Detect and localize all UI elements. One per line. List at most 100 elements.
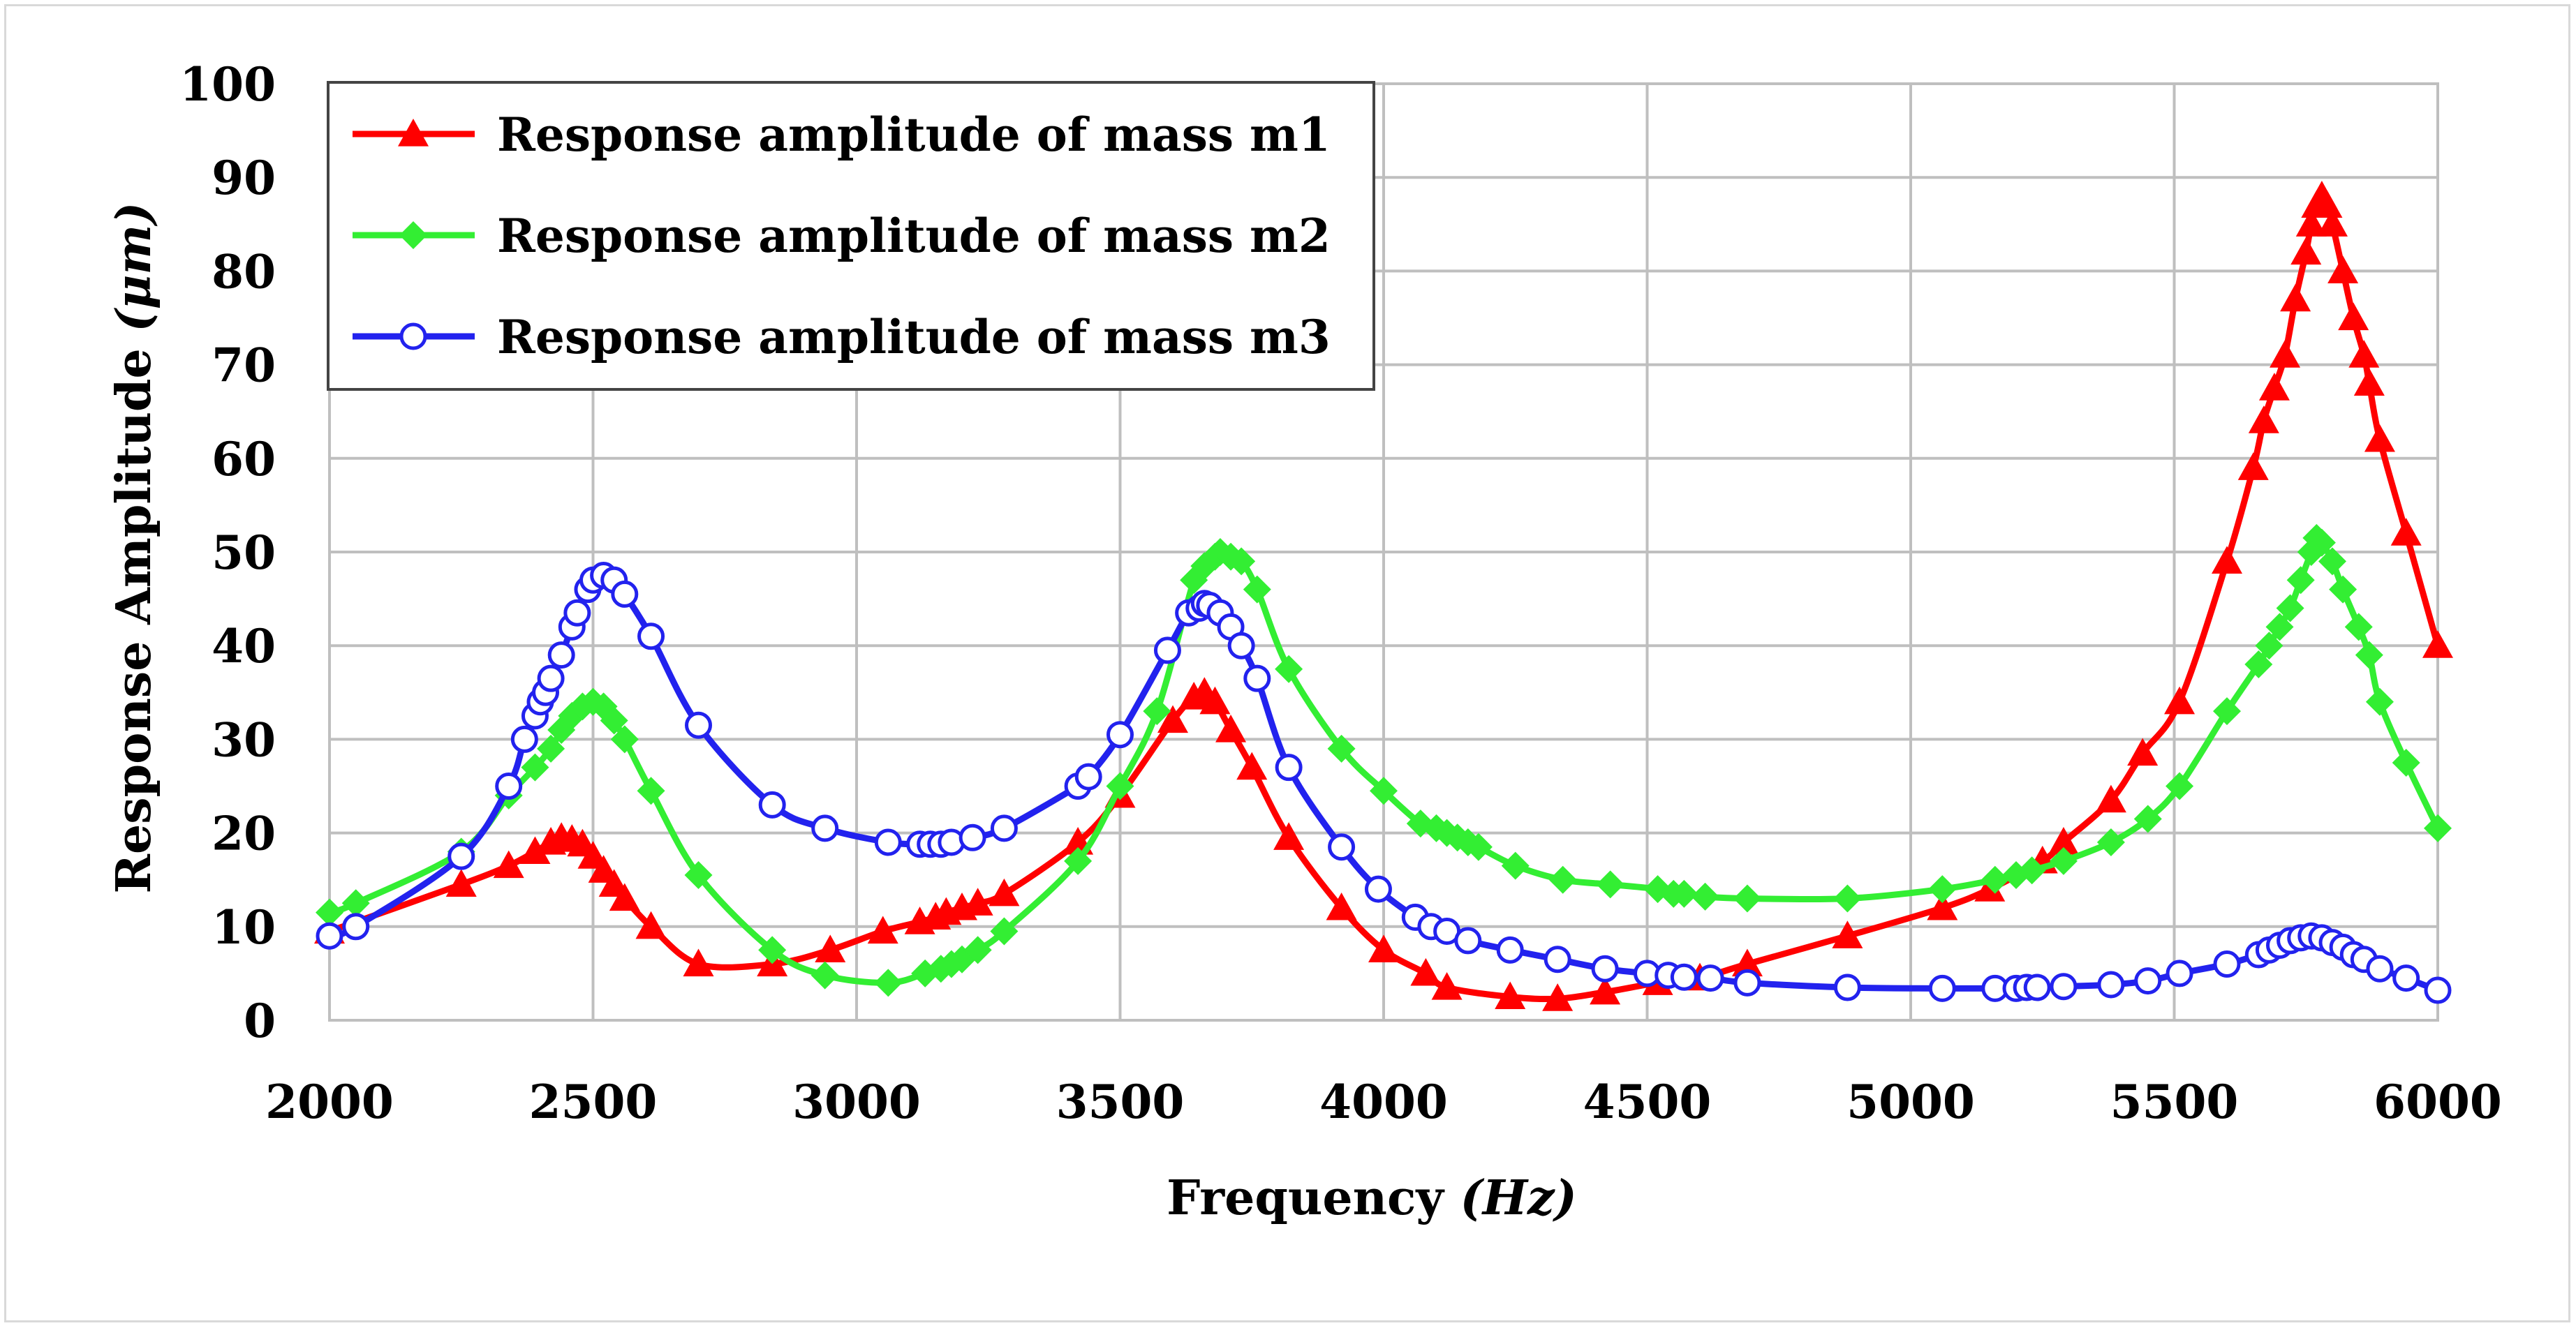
data-point-m3: [1243, 664, 1271, 692]
data-point-m1: [1157, 705, 1188, 733]
data-point-m3: [1106, 721, 1134, 749]
data-point-m1: [989, 878, 1020, 907]
data-point-m2: [637, 777, 665, 805]
data-point-m3: [2023, 973, 2051, 1001]
data-point-m3: [874, 828, 902, 856]
data-point-m1: [1273, 822, 1305, 850]
data-point-m3: [316, 922, 343, 950]
data-point-m2: [2392, 748, 2420, 777]
plot-area: [328, 82, 2439, 1022]
data-point-m1: [2422, 630, 2453, 658]
data-point-m2: [2244, 650, 2273, 679]
data-point-m2: [1406, 810, 1435, 838]
data-point-m2: [1227, 547, 1256, 576]
y-tick-label: 100: [179, 57, 276, 112]
data-point-m3: [537, 664, 565, 692]
data-point-m1: [1215, 714, 1247, 743]
legend-marker-m3: [399, 322, 427, 350]
series-layer: [314, 181, 2453, 1011]
data-point-m3: [1696, 964, 1724, 992]
data-point-m1: [2327, 255, 2359, 283]
data-point-m2: [1106, 772, 1134, 800]
data-point-m2: [2344, 613, 2373, 641]
data-point-m3: [1364, 875, 1392, 903]
data-point-m2: [810, 961, 839, 990]
y-tick-label: 0: [244, 994, 276, 1048]
data-point-m3: [547, 641, 575, 669]
data-point-m2: [963, 936, 992, 964]
x-axis-label: Frequency (Hz): [1167, 1170, 1577, 1226]
data-point-m1: [1410, 957, 1442, 986]
data-point-m1: [2353, 368, 2385, 396]
data-point-m3: [1591, 955, 1619, 983]
legend: Response amplitude of mass m1 Response am…: [327, 81, 1375, 391]
data-point-m1: [2095, 784, 2126, 813]
data-point-m2: [2265, 613, 2294, 641]
data-point-m1: [1731, 948, 1763, 977]
legend-entry-m2: Response amplitude of mass m2: [353, 209, 1331, 263]
data-point-m1: [683, 948, 714, 977]
data-point-m2: [2329, 575, 2357, 604]
data-point-m2: [2049, 846, 2078, 875]
data-point-m2: [874, 969, 903, 997]
data-point-m2: [1243, 575, 1271, 604]
data-point-m3: [510, 725, 538, 753]
data-point-m3: [2392, 964, 2420, 992]
data-point-m3: [958, 823, 986, 851]
data-point-m1: [2270, 340, 2301, 368]
data-point-m2: [341, 889, 370, 918]
data-point-m2: [537, 734, 565, 763]
data-point-m1: [2127, 738, 2159, 766]
x-tick-labels: 2000 2500 3000 3500 4000 4500 5000 5500 6000: [265, 1075, 2502, 1129]
y-tick-label: 30: [212, 713, 276, 767]
data-point-m3: [990, 814, 1018, 842]
data-point-m3: [1275, 754, 1303, 782]
data-point-m3: [2134, 967, 2162, 995]
data-point-m1: [2248, 405, 2279, 433]
data-point-m3: [563, 599, 591, 627]
x-tick-label: 6000: [2374, 1075, 2502, 1129]
data-point-m3: [1928, 974, 1956, 1002]
data-point-m3: [447, 842, 475, 870]
legend-label-m1: Response amplitude of mass m1: [497, 107, 1331, 162]
data-point-m2: [2096, 828, 2125, 857]
data-point-m1: [1368, 934, 1399, 962]
data-point-m2: [1733, 884, 1761, 913]
data-point-m2: [2166, 772, 2194, 800]
y-tick-label: 80: [212, 244, 276, 299]
data-point-m1: [1832, 920, 1863, 948]
data-point-m1: [609, 883, 640, 911]
data-point-m3: [1496, 936, 1524, 964]
series-m3: [316, 562, 2452, 1004]
data-point-m1: [2280, 283, 2311, 312]
data-point-m2: [2365, 687, 2394, 716]
x-tick-label: 3500: [1056, 1075, 1185, 1129]
data-point-m1: [867, 916, 898, 944]
legend-box: [327, 81, 1375, 391]
data-point-m1: [2364, 424, 2395, 452]
data-point-m1: [2290, 237, 2322, 265]
data-point-m1: [2212, 546, 2242, 574]
data-point-m3: [1227, 632, 1255, 659]
data-point-m2: [1143, 697, 1171, 726]
y-tick-labels: 0 10 20 30 40 50 60 70 80 90 100: [179, 57, 276, 1048]
data-point-m1: [1236, 752, 1268, 780]
data-point-m1: [2390, 518, 2422, 546]
data-point-m1: [1431, 972, 1463, 1000]
x-tick-label: 2500: [529, 1075, 658, 1129]
y-axis-label: Response Amplitude (μm): [106, 202, 162, 894]
data-point-m3: [1074, 763, 1102, 791]
data-point-m3: [1733, 969, 1761, 997]
data-point-m1: [1590, 976, 1621, 1005]
data-point-m2: [2355, 641, 2383, 669]
data-point-m2: [2286, 566, 2315, 595]
data-point-m1: [445, 869, 477, 897]
data-point-m2: [1275, 655, 1303, 683]
legend-entry-m1: Response amplitude of mass m1: [353, 107, 1331, 162]
legend-label-m2: Response amplitude of mass m2: [497, 209, 1331, 263]
y-tick-label: 60: [212, 432, 276, 486]
data-point-m1: [1326, 892, 1357, 920]
data-point-m3: [1328, 833, 1356, 861]
data-point-m2: [2255, 632, 2283, 660]
